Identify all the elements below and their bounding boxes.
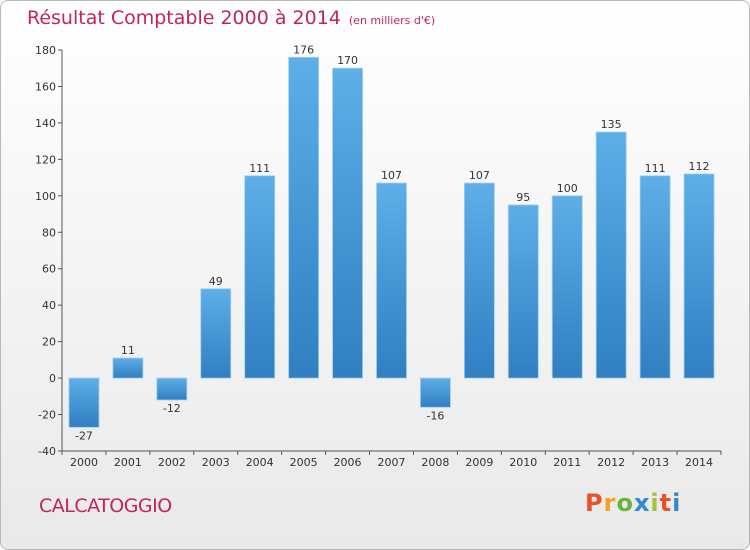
y-tick-label: 0 [49,372,56,385]
logo-letter: t [659,489,673,517]
data-label: 100 [557,182,578,195]
data-label: 170 [337,54,358,67]
chart-axes: -40 -20 0 20 40 60 80 100 120 140 160 180 2000 2001 20… [35,44,722,469]
x-tick-label: 2006 [334,456,362,469]
bar [332,67,363,379]
logo-letter: i [672,489,682,517]
data-label: 107 [381,169,402,182]
x-tick-label: 2008 [421,456,449,469]
y-tick-label: 120 [35,153,56,166]
x-tick-label: 2010 [509,456,537,469]
bar [420,377,451,408]
y-tick-label: 20 [42,336,56,349]
chart-title-unit: (en milliers d'€) [348,14,436,27]
bar [551,195,583,379]
data-label: 107 [469,169,490,182]
bar [68,377,100,428]
data-label: -16 [426,409,444,422]
bar-series [68,56,715,428]
logo-letter: o [616,489,634,517]
y-tick-label: 80 [42,226,56,239]
bar [463,182,495,379]
logo-letter: i [650,489,660,517]
data-label: 49 [209,275,223,288]
logo-letter: x [633,489,651,517]
data-label: 11 [121,344,135,357]
x-tick-label: 2003 [202,456,230,469]
data-label: 135 [601,118,622,131]
x-tick-label: 2011 [553,456,581,469]
y-tick-label: -40 [38,445,56,458]
x-tick-label: 2004 [246,456,274,469]
bar [288,56,320,379]
x-tick-label: 2012 [597,456,625,469]
bar [376,182,407,379]
chart-title-main: Résultat Comptable 2000 à 2014 [27,7,341,29]
bar [595,131,627,379]
commune-name: CALCATOGGIO [39,495,172,517]
x-tick-label: 2013 [641,456,669,469]
bar [507,204,539,379]
x-tick-label: 2005 [290,456,318,469]
x-tick-label: 2007 [378,456,406,469]
y-tick-label: 40 [42,299,56,312]
data-label: 176 [293,43,314,56]
y-tick-label: 160 [35,80,56,93]
chart-title: Résultat Comptable 2000 à 2014 (en millie… [27,7,435,29]
x-tick-label: 2000 [70,456,98,469]
bar [112,357,144,379]
bar [244,175,276,379]
bar [683,173,715,379]
data-label: 112 [689,160,710,173]
y-tick-label: 180 [35,44,56,57]
bar [200,288,232,379]
logo-letter: P [585,489,604,517]
data-label: -27 [75,429,93,442]
y-tick-label: 60 [42,263,56,276]
data-label: 95 [516,191,530,204]
proxiti-logo: Proxiti [585,489,681,517]
y-tick-label: 140 [35,117,56,130]
x-tick-label: 2009 [465,456,493,469]
x-tick-label: 2002 [158,456,186,469]
data-label: 111 [249,162,270,175]
data-label: 111 [645,162,666,175]
y-tick-label: -20 [38,409,56,422]
x-tick-label: 2001 [114,456,142,469]
data-labels: -27 11 -12 49 111 176 170 107 -16 107 95 100 135 111 1… [75,43,710,442]
y-tick-label: 100 [35,190,56,203]
data-label: -12 [163,402,181,415]
logo-letter: r [603,489,617,517]
x-tick-label: 2014 [685,456,713,469]
bar [156,377,188,401]
bar [639,175,671,379]
